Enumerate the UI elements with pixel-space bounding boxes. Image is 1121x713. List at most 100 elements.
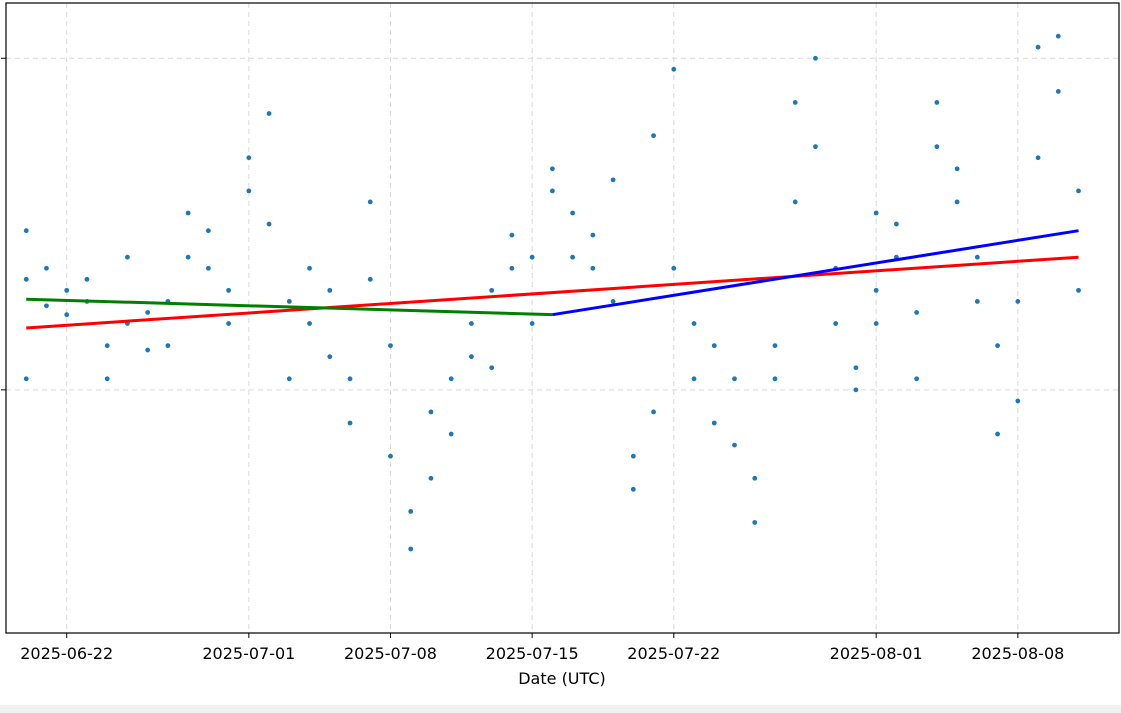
data-point — [469, 321, 474, 326]
data-point — [1035, 44, 1041, 50]
data-point — [752, 520, 758, 525]
data-point — [145, 310, 151, 315]
x-tick-label: 2025-08-01 — [830, 644, 923, 663]
data-point — [549, 166, 555, 172]
data-point — [489, 365, 495, 371]
data-point — [185, 210, 191, 216]
data-point — [185, 254, 191, 260]
x-ticks: 2025-06-22 2025-07-01 2025-07-08 2025-07-15… — [20, 633, 1064, 663]
data-point — [469, 354, 474, 360]
data-point — [570, 210, 576, 216]
data-point — [165, 343, 171, 349]
data-point — [630, 486, 636, 492]
data-point — [671, 66, 677, 72]
data-point — [1076, 188, 1081, 194]
data-point — [1055, 33, 1061, 39]
data-point — [367, 199, 373, 205]
data-point — [367, 276, 373, 282]
data-point — [64, 287, 70, 293]
data-point — [509, 265, 515, 271]
data-point — [914, 310, 920, 315]
data-point — [974, 254, 980, 260]
data-point — [408, 509, 414, 514]
data-point — [1015, 299, 1021, 304]
data-point — [104, 376, 110, 382]
trend-lines — [26, 229, 1079, 330]
data-point — [995, 431, 1000, 437]
data-point — [691, 321, 697, 326]
data-point — [448, 376, 454, 382]
data-point — [205, 228, 211, 234]
data-point — [226, 287, 232, 293]
data-point — [570, 254, 576, 260]
x-tick-label: 2025-07-22 — [627, 644, 720, 663]
data-point — [529, 254, 535, 260]
data-point — [590, 232, 596, 238]
data-point — [772, 376, 778, 382]
data-point — [853, 365, 859, 371]
data-point — [732, 376, 737, 382]
data-point — [286, 376, 292, 382]
data-point — [873, 210, 879, 216]
data-point — [529, 321, 535, 326]
data-point — [651, 409, 656, 415]
data-point — [610, 299, 616, 304]
y-ticks — [1, 57, 6, 391]
grid-lines — [6, 3, 1119, 633]
data-point — [752, 475, 758, 481]
data-point — [671, 265, 677, 271]
data-point — [873, 321, 879, 326]
data-point — [205, 265, 211, 271]
data-point — [732, 442, 737, 448]
data-point — [813, 144, 818, 150]
data-point — [792, 100, 798, 105]
data-point — [489, 287, 495, 293]
x-tick-label: 2025-08-08 — [971, 644, 1064, 663]
data-point — [509, 232, 515, 238]
data-point — [307, 321, 312, 326]
trend-line-trend-second-half — [552, 229, 1079, 317]
data-point — [1055, 89, 1061, 94]
data-point — [813, 55, 818, 61]
data-point — [44, 303, 49, 309]
data-point — [873, 287, 879, 293]
x-tick-label: 2025-06-22 — [20, 644, 113, 663]
data-point — [691, 376, 697, 382]
data-point — [954, 166, 960, 172]
data-point — [590, 265, 596, 271]
data-point — [934, 100, 940, 105]
data-point — [23, 276, 29, 282]
data-point — [327, 287, 333, 293]
data-point — [934, 144, 940, 150]
data-point — [327, 354, 333, 360]
data-point — [974, 299, 980, 304]
data-point — [792, 199, 798, 205]
data-point — [772, 343, 778, 349]
data-point — [23, 376, 29, 382]
x-tick-label: 2025-07-01 — [202, 644, 295, 663]
data-point — [914, 376, 920, 382]
data-point — [388, 343, 393, 349]
x-tick-label: 2025-07-08 — [344, 644, 437, 663]
data-point — [104, 343, 110, 349]
data-points — [23, 33, 1081, 552]
data-point — [286, 299, 292, 304]
data-point — [226, 321, 232, 326]
data-point — [711, 420, 717, 426]
trend-line-trend-overall — [26, 255, 1079, 330]
data-point — [894, 221, 899, 227]
data-point — [954, 199, 960, 205]
data-point — [1076, 287, 1081, 293]
data-point — [711, 343, 717, 349]
data-point — [347, 420, 353, 426]
data-point — [84, 276, 90, 282]
data-point — [1035, 155, 1041, 161]
x-tick-label: 2025-07-15 — [486, 644, 579, 663]
trend-line-trend-first-half — [26, 297, 553, 317]
data-point — [23, 228, 29, 234]
data-point — [651, 133, 656, 139]
data-point — [853, 387, 859, 393]
x-axis-title: Date (UTC) — [518, 669, 606, 688]
